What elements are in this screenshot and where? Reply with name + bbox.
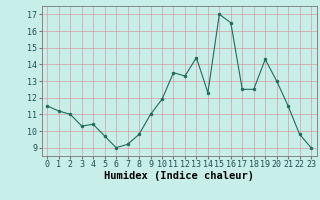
X-axis label: Humidex (Indice chaleur): Humidex (Indice chaleur) bbox=[104, 171, 254, 181]
